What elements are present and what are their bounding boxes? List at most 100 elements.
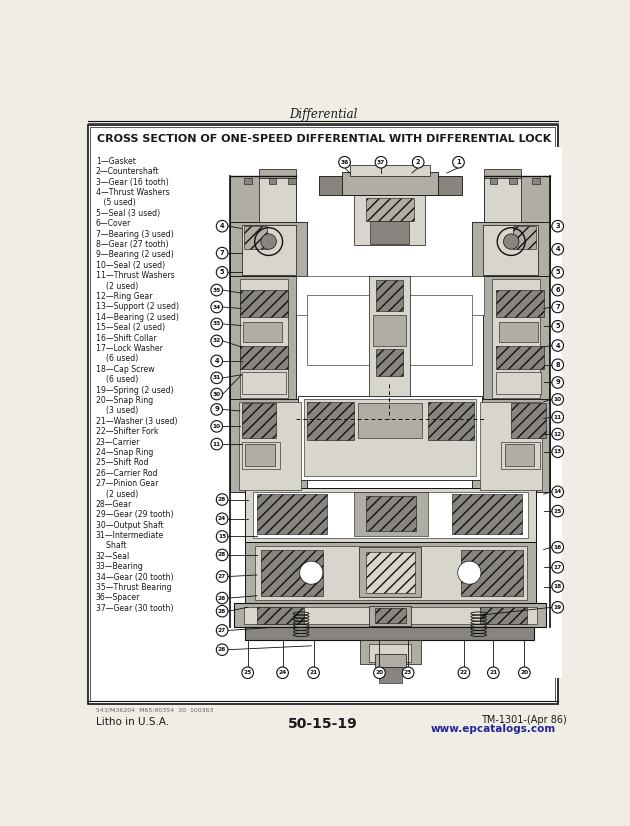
- Circle shape: [216, 644, 228, 656]
- Bar: [257, 494, 327, 534]
- Bar: [532, 178, 540, 184]
- Text: 36—Spacer: 36—Spacer: [96, 593, 140, 602]
- Text: 28: 28: [218, 497, 226, 502]
- Text: 18: 18: [554, 584, 562, 589]
- Text: 15—Seal (2 used): 15—Seal (2 used): [96, 323, 165, 332]
- Circle shape: [216, 513, 228, 525]
- Circle shape: [552, 394, 563, 406]
- Text: 34—Gear (20 tooth): 34—Gear (20 tooth): [96, 572, 173, 582]
- Bar: [241, 442, 280, 468]
- Text: (6 used): (6 used): [96, 375, 138, 384]
- Text: 9: 9: [556, 379, 560, 386]
- Text: 5: 5: [556, 323, 560, 330]
- Text: 19—Spring (2 used): 19—Spring (2 used): [96, 386, 173, 395]
- Text: 32: 32: [212, 339, 221, 344]
- Text: 15: 15: [554, 509, 562, 514]
- Text: 14—Bearing (2 used): 14—Bearing (2 used): [96, 313, 179, 322]
- Text: 17: 17: [554, 565, 562, 570]
- Text: 10: 10: [213, 424, 220, 429]
- Bar: [492, 278, 540, 398]
- Circle shape: [552, 581, 563, 592]
- Bar: [230, 276, 295, 400]
- Bar: [214, 147, 561, 678]
- Circle shape: [552, 506, 563, 517]
- Circle shape: [216, 494, 228, 506]
- Circle shape: [552, 284, 563, 296]
- Bar: [428, 401, 474, 440]
- Text: 7: 7: [220, 250, 224, 256]
- Text: (2 used): (2 used): [96, 282, 138, 291]
- Circle shape: [552, 486, 563, 497]
- Text: 21: 21: [490, 670, 498, 676]
- Bar: [243, 322, 282, 342]
- Bar: [241, 225, 295, 275]
- Circle shape: [552, 542, 563, 553]
- Circle shape: [308, 667, 319, 678]
- Text: 29—Gear (29 tooth): 29—Gear (29 tooth): [96, 510, 173, 520]
- Text: CROSS SECTION OF ONE-SPEED DIFFERENTIAL WITH DIFFERENTIAL LOCK: CROSS SECTION OF ONE-SPEED DIFFERENTIAL …: [96, 134, 551, 145]
- Circle shape: [211, 404, 222, 415]
- Text: 2—Countershaft: 2—Countershaft: [96, 167, 159, 176]
- Text: 23: 23: [404, 670, 412, 676]
- Circle shape: [374, 667, 386, 678]
- Bar: [307, 401, 354, 440]
- Bar: [288, 178, 295, 184]
- Text: (3 used): (3 used): [96, 406, 138, 415]
- Bar: [360, 640, 421, 663]
- Text: 27: 27: [218, 628, 226, 633]
- Bar: [369, 605, 411, 626]
- Bar: [244, 226, 267, 249]
- Circle shape: [552, 429, 563, 439]
- Text: 5: 5: [220, 269, 224, 275]
- Circle shape: [375, 156, 387, 168]
- Bar: [342, 173, 438, 196]
- Circle shape: [216, 592, 228, 604]
- Circle shape: [518, 667, 530, 678]
- Bar: [234, 604, 546, 627]
- Text: 9—Bearing (2 used): 9—Bearing (2 used): [96, 250, 173, 259]
- Bar: [472, 400, 550, 491]
- Text: 24: 24: [278, 670, 287, 676]
- Bar: [499, 322, 537, 342]
- Circle shape: [403, 667, 414, 678]
- Circle shape: [211, 439, 222, 450]
- Circle shape: [216, 571, 228, 582]
- Bar: [480, 401, 542, 491]
- Bar: [509, 178, 517, 184]
- Text: 50-15-19: 50-15-19: [288, 718, 358, 732]
- Bar: [375, 608, 406, 624]
- Bar: [245, 488, 536, 542]
- Bar: [484, 169, 521, 178]
- Bar: [513, 226, 536, 249]
- Text: 14: 14: [554, 489, 562, 494]
- Bar: [255, 546, 527, 600]
- Text: 4: 4: [556, 343, 560, 349]
- Circle shape: [552, 359, 563, 371]
- Text: 36: 36: [340, 159, 348, 164]
- Circle shape: [216, 531, 228, 542]
- Text: 12—Ring Gear: 12—Ring Gear: [96, 292, 152, 301]
- Text: 22—Shifter Fork: 22—Shifter Fork: [96, 427, 158, 436]
- Text: www.epcatalogs.com: www.epcatalogs.com: [431, 724, 556, 734]
- Bar: [298, 396, 482, 480]
- Text: 28: 28: [218, 609, 226, 614]
- Text: 26: 26: [218, 596, 226, 601]
- Text: 11—Thrust Washers: 11—Thrust Washers: [96, 271, 175, 280]
- Bar: [240, 290, 288, 317]
- Circle shape: [211, 284, 222, 296]
- Text: 5—Seal (3 used): 5—Seal (3 used): [96, 209, 160, 218]
- Circle shape: [211, 355, 222, 367]
- Text: 2: 2: [416, 159, 420, 165]
- Bar: [260, 176, 295, 222]
- Bar: [230, 400, 307, 491]
- Circle shape: [242, 667, 253, 678]
- Text: 35—Thrust Bearing: 35—Thrust Bearing: [96, 583, 171, 592]
- Text: 35: 35: [212, 287, 221, 292]
- Text: 22: 22: [460, 670, 468, 676]
- Text: 26—Carrier Rod: 26—Carrier Rod: [96, 468, 158, 477]
- Circle shape: [552, 601, 563, 613]
- Circle shape: [211, 318, 222, 330]
- Bar: [245, 542, 536, 604]
- Bar: [490, 178, 497, 184]
- Text: 31—Intermediate: 31—Intermediate: [96, 531, 164, 540]
